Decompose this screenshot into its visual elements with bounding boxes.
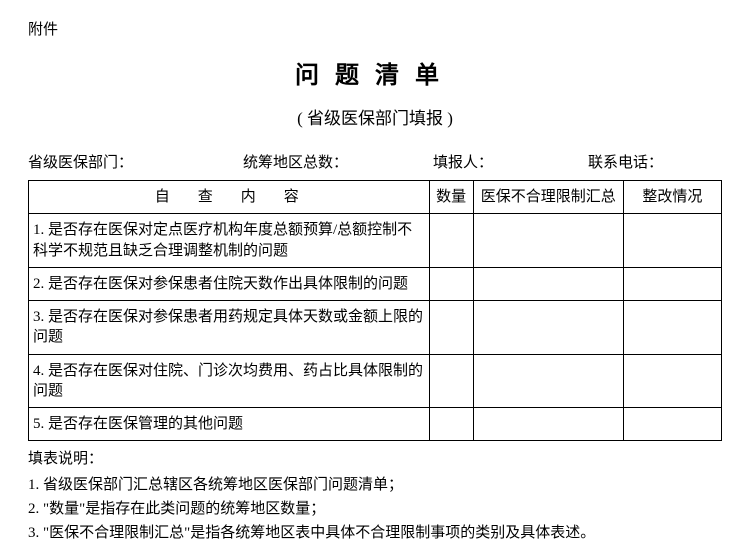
info-phone-label: 联系电话：	[588, 151, 722, 172]
table-row: 2. 是否存在医保对参保患者住院天数作出具体限制的问题	[29, 267, 722, 300]
th-rect: 整改情况	[623, 181, 721, 214]
info-row: 省级医保部门： 统筹地区总数： 填报人： 联系电话：	[28, 151, 722, 172]
cell-content: 4. 是否存在医保对住院、门诊次均费用、药占比具体限制的问题	[29, 354, 430, 408]
cell-rect	[623, 301, 721, 355]
th-summary: 医保不合理限制汇总	[473, 181, 623, 214]
page-title: 问题清单	[28, 55, 722, 90]
cell-qty	[429, 214, 473, 268]
cell-content: 2. 是否存在医保对参保患者住院天数作出具体限制的问题	[29, 267, 430, 300]
cell-summary	[473, 408, 623, 441]
notes-title: 填表说明：	[28, 447, 722, 471]
issues-table: 自查内容 数量 医保不合理限制汇总 整改情况 1. 是否存在医保对定点医疗机构年…	[28, 180, 722, 441]
info-region-label: 统筹地区总数：	[243, 151, 433, 172]
notes-section: 填表说明： 1. 省级医保部门汇总辖区各统筹地区医保部门问题清单； 2. "数量…	[28, 447, 722, 545]
table-row: 1. 是否存在医保对定点医疗机构年度总额预算/总额控制不科学不规范且缺乏合理调整…	[29, 214, 722, 268]
cell-rect	[623, 214, 721, 268]
th-qty: 数量	[429, 181, 473, 214]
notes-item: 2. "数量"是指存在此类问题的统筹地区数量；	[28, 497, 722, 521]
cell-rect	[623, 267, 721, 300]
cell-qty	[429, 301, 473, 355]
th-content: 自查内容	[29, 181, 430, 214]
cell-summary	[473, 354, 623, 408]
cell-qty	[429, 408, 473, 441]
cell-qty	[429, 354, 473, 408]
info-dept-label: 省级医保部门：	[28, 151, 243, 172]
attachment-label: 附件	[28, 18, 722, 39]
cell-content: 1. 是否存在医保对定点医疗机构年度总额预算/总额控制不科学不规范且缺乏合理调整…	[29, 214, 430, 268]
page-subtitle: ( 省级医保部门填报 )	[28, 104, 722, 129]
cell-rect	[623, 354, 721, 408]
cell-content: 5. 是否存在医保管理的其他问题	[29, 408, 430, 441]
cell-summary	[473, 301, 623, 355]
table-header-row: 自查内容 数量 医保不合理限制汇总 整改情况	[29, 181, 722, 214]
info-reporter-label: 填报人：	[433, 151, 588, 172]
cell-qty	[429, 267, 473, 300]
table-row: 3. 是否存在医保对参保患者用药规定具体天数或金额上限的问题	[29, 301, 722, 355]
table-row: 4. 是否存在医保对住院、门诊次均费用、药占比具体限制的问题	[29, 354, 722, 408]
cell-rect	[623, 408, 721, 441]
notes-item: 1. 省级医保部门汇总辖区各统筹地区医保部门问题清单；	[28, 473, 722, 497]
cell-summary	[473, 267, 623, 300]
cell-content: 3. 是否存在医保对参保患者用药规定具体天数或金额上限的问题	[29, 301, 430, 355]
notes-item: 3. "医保不合理限制汇总"是指各统筹地区表中具体不合理限制事项的类别及具体表述…	[28, 521, 722, 545]
table-row: 5. 是否存在医保管理的其他问题	[29, 408, 722, 441]
cell-summary	[473, 214, 623, 268]
